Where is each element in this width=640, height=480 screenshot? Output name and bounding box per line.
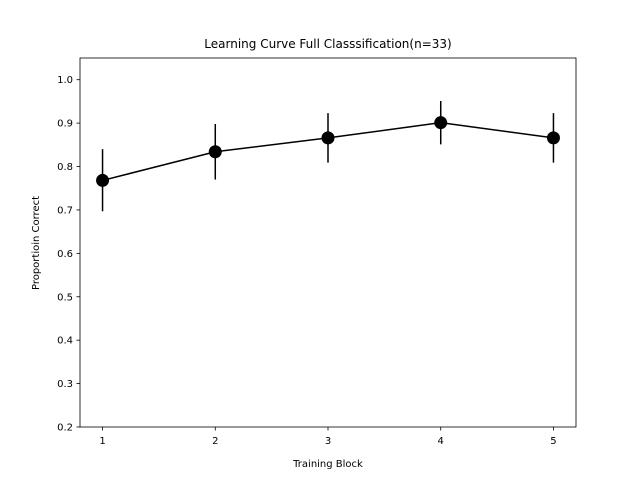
y-tick-label: 0.5: [57, 292, 73, 303]
data-point: [96, 173, 110, 187]
plot-area: 0.2 0.3 0.4 0.5 0.6 0.7 0.8 0.9 1.0 1 2 3 4 5: [57, 57, 577, 447]
x-tick-label: 1: [99, 436, 105, 447]
y-tick-label: 0.7: [57, 205, 73, 216]
x-tick-label: 5: [550, 436, 556, 447]
y-tick-label: 0.3: [57, 379, 73, 390]
y-tick-label: 1.0: [57, 75, 73, 86]
y-tick-label: 0.4: [57, 336, 73, 347]
y-tick-label: 0.2: [57, 423, 73, 434]
x-tick-label: 2: [212, 436, 218, 447]
y-tick-label: 0.6: [57, 249, 73, 260]
y-tick-label: 0.8: [57, 162, 73, 173]
y-tick-label: 0.9: [57, 119, 73, 130]
data-point: [321, 131, 335, 145]
data-point: [434, 116, 448, 130]
x-tick-label: 3: [325, 436, 331, 447]
data-point: [208, 145, 222, 159]
data-point: [546, 131, 560, 145]
x-axis-label: Training Block: [292, 459, 363, 470]
y-axis-label: Proportioin Correct: [31, 196, 42, 290]
x-tick-label: 4: [438, 436, 444, 447]
chart-title: Learning Curve Full Classsification(n=33…: [204, 37, 451, 51]
